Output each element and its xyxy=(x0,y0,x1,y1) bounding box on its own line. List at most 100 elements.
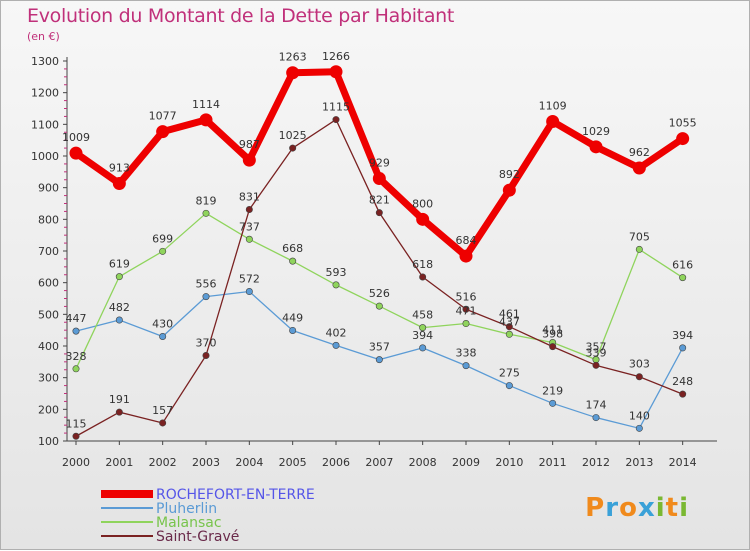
data-label: 471 xyxy=(456,305,477,318)
data-label: 338 xyxy=(456,347,477,360)
data-label: 402 xyxy=(326,326,347,339)
data-label: 1114 xyxy=(192,98,220,111)
data-point xyxy=(159,332,167,340)
data-label: 831 xyxy=(239,191,260,204)
y-tick-label: 200 xyxy=(38,403,59,416)
data-point xyxy=(462,320,470,328)
y-tick-label: 400 xyxy=(38,340,59,353)
x-tick-label: 2004 xyxy=(235,456,263,469)
data-label: 461 xyxy=(499,308,520,321)
data-point xyxy=(375,302,383,310)
data-label: 191 xyxy=(109,393,130,406)
data-point xyxy=(202,209,210,217)
data-point xyxy=(679,344,687,352)
data-point xyxy=(332,341,340,349)
x-tick-label: 2003 xyxy=(192,456,220,469)
x-tick-label: 2007 xyxy=(365,456,393,469)
y-tick-label: 100 xyxy=(38,435,59,448)
data-point xyxy=(679,390,687,398)
data-label: 437 xyxy=(499,315,520,328)
data-label: 140 xyxy=(629,409,650,422)
legend-label: Malansac xyxy=(156,515,222,531)
data-point xyxy=(69,146,83,160)
data-label: 913 xyxy=(109,162,130,175)
x-tick-label: 2014 xyxy=(669,456,697,469)
data-point xyxy=(329,65,343,79)
data-label: 157 xyxy=(152,404,173,417)
data-label: 394 xyxy=(412,329,433,342)
data-label: 328 xyxy=(66,350,87,363)
data-label: 1263 xyxy=(279,51,307,64)
data-point xyxy=(115,408,123,416)
y-tick-label: 500 xyxy=(38,308,59,321)
data-label: 398 xyxy=(542,328,563,341)
y-tick-label: 600 xyxy=(38,277,59,290)
data-label: 115 xyxy=(66,417,87,430)
data-point xyxy=(549,399,557,407)
y-tick-label: 300 xyxy=(38,372,59,385)
data-point xyxy=(419,344,427,352)
data-label: 821 xyxy=(369,194,390,207)
logo-letter: i xyxy=(655,493,666,523)
data-label: 516 xyxy=(456,290,477,303)
data-label: 800 xyxy=(412,197,433,210)
data-label: 705 xyxy=(629,230,650,243)
data-label: 819 xyxy=(196,194,217,207)
x-tick-label: 2010 xyxy=(495,456,523,469)
data-point xyxy=(115,273,123,281)
data-label: 411 xyxy=(542,324,563,337)
data-label: 370 xyxy=(196,337,217,350)
data-point xyxy=(332,116,340,124)
logo-letter: t xyxy=(665,493,680,523)
data-label: 929 xyxy=(369,156,390,169)
data-point xyxy=(202,293,210,301)
data-label: 618 xyxy=(412,258,433,271)
data-label: 572 xyxy=(239,273,260,286)
data-point xyxy=(592,414,600,422)
data-label: 616 xyxy=(672,259,693,272)
data-point xyxy=(635,424,643,432)
data-label: 593 xyxy=(326,266,347,279)
data-point xyxy=(289,144,297,152)
data-point xyxy=(286,66,300,80)
data-point xyxy=(505,323,513,331)
x-tick-label: 2000 xyxy=(62,456,90,469)
x-tick-label: 2001 xyxy=(105,456,133,469)
data-point xyxy=(546,114,560,128)
chart-title: Evolution du Montant de la Dette par Hab… xyxy=(27,5,455,27)
data-point xyxy=(462,305,470,313)
data-point xyxy=(635,373,643,381)
data-point xyxy=(289,326,297,334)
data-point xyxy=(635,245,643,253)
logo-letter: i xyxy=(679,493,689,523)
data-label: 275 xyxy=(499,367,520,380)
x-tick-label: 2011 xyxy=(539,456,567,469)
data-point xyxy=(419,324,427,332)
data-label: 357 xyxy=(586,341,607,354)
data-point xyxy=(502,183,516,197)
data-point xyxy=(676,132,690,146)
x-tick-label: 2002 xyxy=(149,456,177,469)
data-label: 248 xyxy=(672,375,693,388)
data-label: 1009 xyxy=(62,131,90,144)
y-tick-label: 700 xyxy=(38,245,59,258)
data-point xyxy=(159,247,167,255)
data-point xyxy=(332,281,340,289)
data-point xyxy=(289,257,297,265)
data-point xyxy=(202,351,210,359)
data-label: 219 xyxy=(542,384,563,397)
data-label: 430 xyxy=(152,318,173,331)
data-point xyxy=(589,140,603,154)
x-tick-label: 2008 xyxy=(409,456,437,469)
data-point xyxy=(156,125,170,139)
data-point xyxy=(419,273,427,281)
data-label: 684 xyxy=(456,234,477,247)
x-tick-label: 2006 xyxy=(322,456,350,469)
data-label: 1055 xyxy=(669,117,697,130)
data-label: 447 xyxy=(66,312,87,325)
data-point xyxy=(375,356,383,364)
y-tick-label: 900 xyxy=(38,182,59,195)
logo-letter: r xyxy=(605,493,620,523)
